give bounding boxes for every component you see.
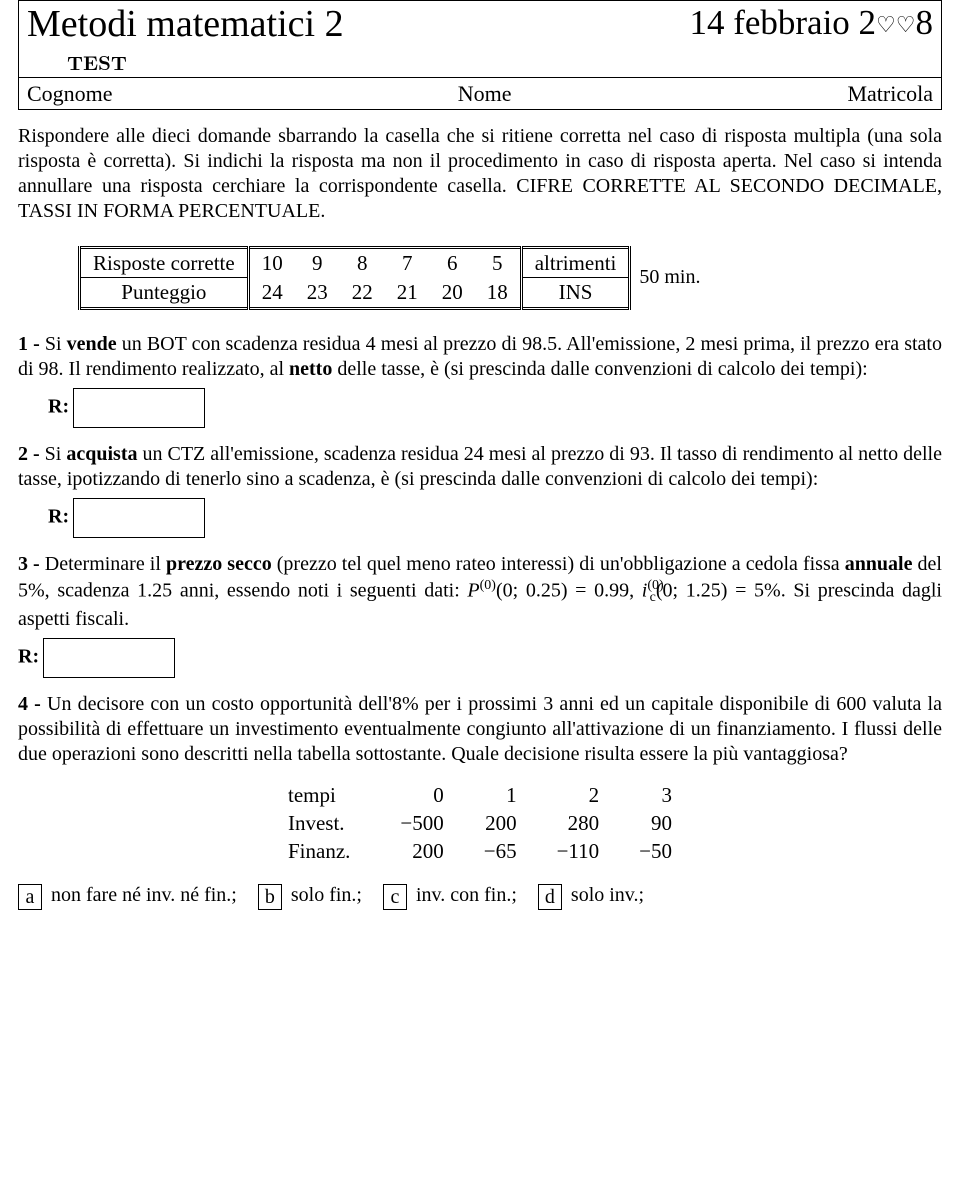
q2-num: 2 - (18, 443, 45, 465)
q3-r-label: R: (18, 645, 39, 667)
score-p4: 21 (385, 278, 430, 308)
score-c2: 9 (295, 248, 340, 278)
exam-date-suffix: 8 (916, 3, 934, 42)
score-c4: 7 (385, 248, 430, 278)
question-1: 1 - Si vende un BOT con scadenza residua… (18, 332, 942, 382)
q1-num: 1 - (18, 333, 45, 355)
q1-r-label: R: (48, 395, 69, 417)
q1-answer-box[interactable] (73, 388, 205, 428)
q3-num: 3 - (18, 553, 45, 575)
question-4: 4 - Un decisore con un costo opportunità… (18, 692, 942, 767)
score-c3: 8 (340, 248, 385, 278)
question-2: 2 - Si acquista un CTZ all'emissione, sc… (18, 442, 942, 492)
heart-icon: ♡♡ (876, 12, 915, 37)
score-c5: 6 (430, 248, 475, 278)
option-d-box[interactable]: d (538, 884, 562, 910)
instructions-text: Rispondere alle dieci domande sbarrando … (18, 124, 942, 224)
question-3: 3 - Determinare il prezzo secco (prezzo … (18, 552, 942, 632)
score-table: Risposte corrette 10 9 8 7 6 5 altriment… (78, 246, 631, 310)
nome-label: Nome (332, 77, 637, 110)
option-a-box[interactable]: a (18, 884, 42, 910)
score-p6: 18 (475, 278, 522, 308)
q4-num: 4 - (18, 693, 47, 715)
option-c-box[interactable]: c (383, 884, 407, 910)
cashflow-table: tempi 0 1 2 3 Invest. −500 200 280 90 Fi… (268, 781, 692, 866)
time-limit: 50 min. (639, 265, 700, 290)
course-title: Metodi matematici 2 (27, 3, 344, 45)
score-row1-label: Risposte corrette (80, 248, 249, 278)
score-row2-label: Punteggio (80, 278, 249, 308)
score-p3: 22 (340, 278, 385, 308)
score-c7: altrimenti (521, 248, 630, 278)
cognome-label: Cognome (19, 77, 333, 110)
option-b-box[interactable]: b (258, 884, 282, 910)
score-p7: INS (521, 278, 630, 308)
score-p2: 23 (295, 278, 340, 308)
q2-answer-box[interactable] (73, 498, 205, 538)
test-label: TEST (27, 47, 127, 76)
score-c6: 5 (475, 248, 522, 278)
score-c1: 10 (248, 248, 295, 278)
q3-answer-box[interactable] (43, 638, 175, 678)
matricola-label: Matricola (637, 77, 942, 110)
score-p1: 24 (248, 278, 295, 308)
q2-r-label: R: (48, 505, 69, 527)
score-wrapper: Risposte corrette 10 9 8 7 6 5 altriment… (78, 246, 942, 310)
header-table: Metodi matematici 2 TEST 14 febbraio 2♡♡… (18, 0, 942, 110)
exam-date-prefix: 14 febbraio 2 (689, 3, 876, 42)
score-p5: 20 (430, 278, 475, 308)
q4-options: a non fare né inv. né fin.; b solo fin.;… (18, 883, 942, 909)
